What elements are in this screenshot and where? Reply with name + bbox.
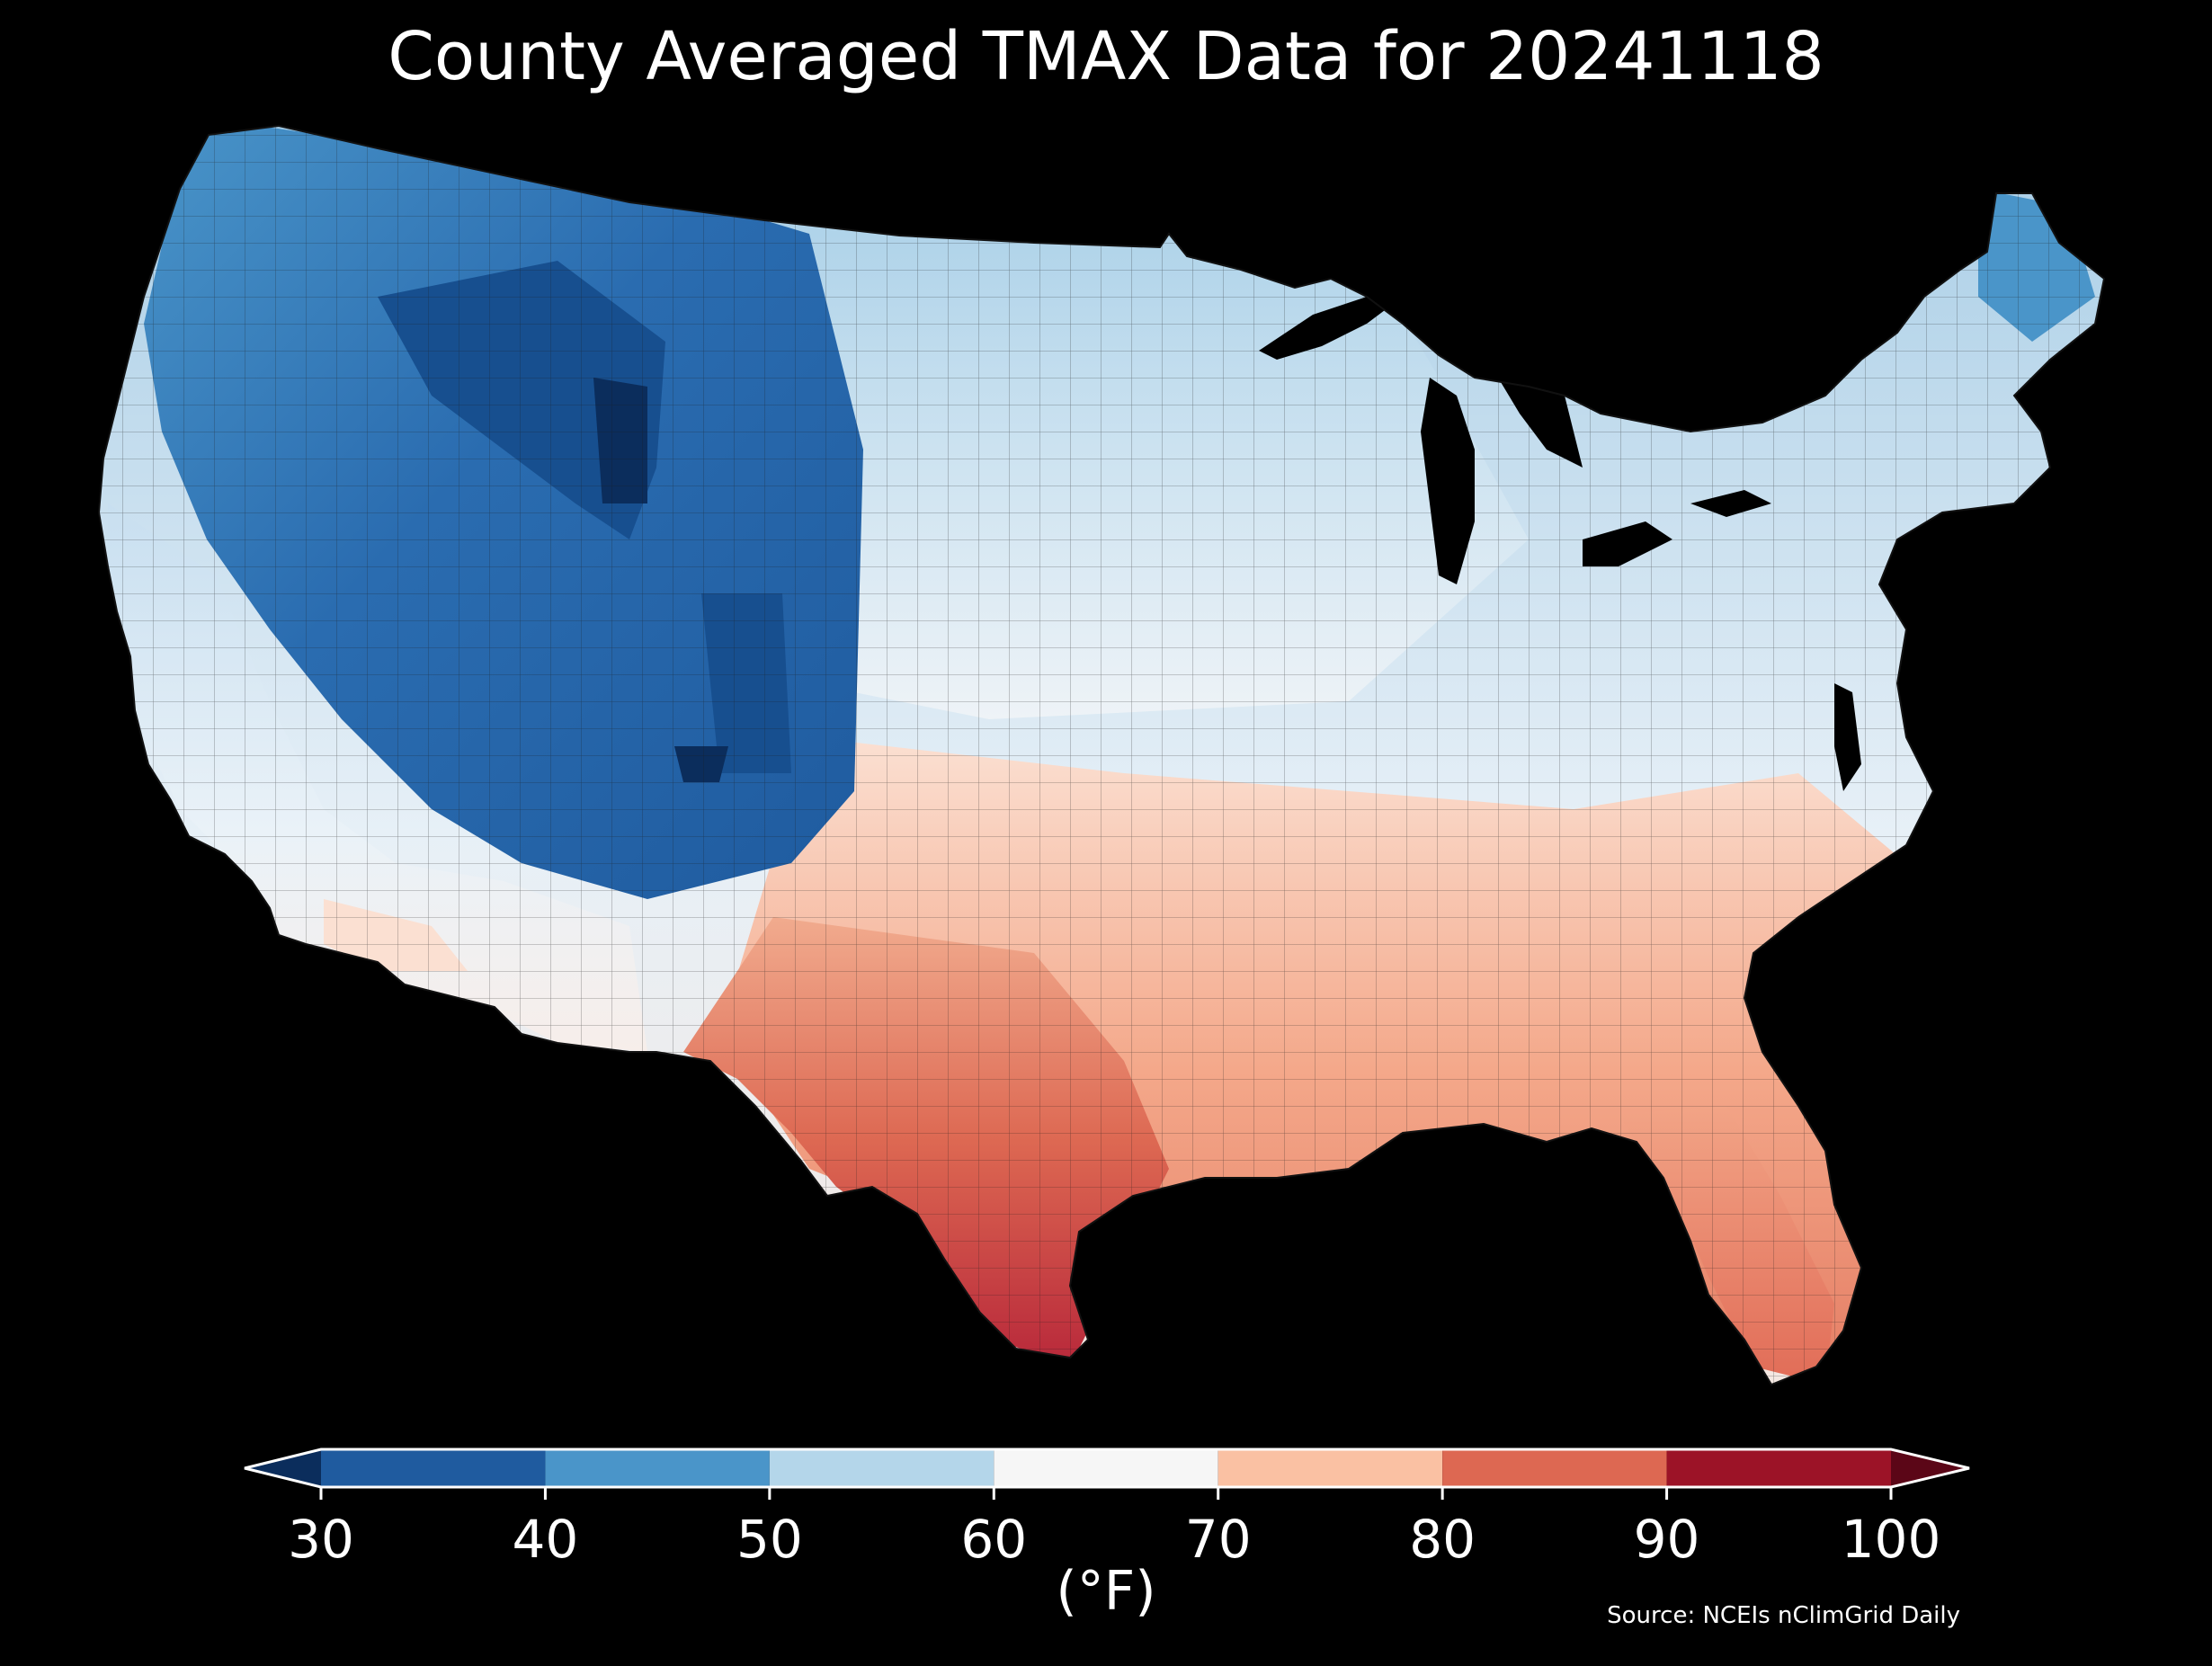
colorbar-bin	[321, 1449, 546, 1487]
colorbar-units: (°F)	[1056, 1560, 1156, 1623]
colorbar-tick-label: 100	[1842, 1509, 1941, 1570]
colorbar-bin	[545, 1449, 770, 1487]
colorbar-tick-label: 70	[1185, 1509, 1252, 1570]
colorbar-bin	[1217, 1449, 1443, 1487]
colorbar-bin	[1442, 1449, 1667, 1487]
lake-huron	[1493, 360, 1583, 468]
colorbar-under-arrow	[245, 1449, 321, 1487]
colorbar-tick-label: 60	[960, 1509, 1027, 1570]
colorbar-tick-label: 30	[288, 1509, 354, 1570]
colorbar-bin	[994, 1449, 1218, 1487]
colorbar-tick-label: 50	[736, 1509, 803, 1570]
source-credit: Source: NCEIs nClimGrid Daily	[1607, 1602, 1960, 1629]
colorbar-tick-label: 80	[1409, 1509, 1476, 1570]
chesapeake-bay	[1834, 683, 1861, 791]
colorbar-tick-label: 40	[513, 1509, 579, 1570]
lake-erie	[1583, 521, 1672, 566]
lake-michigan	[1421, 378, 1475, 584]
colorbar-bin	[1666, 1449, 1891, 1487]
colorbar-bin	[769, 1449, 995, 1487]
lake-superior	[1259, 297, 1403, 360]
colorbar-over-arrow	[1891, 1449, 1969, 1487]
lake-ontario	[1690, 490, 1771, 517]
map-title: County Averaged TMAX Data for 20241118	[388, 18, 1824, 95]
colorbar-tick-label: 90	[1634, 1509, 1700, 1570]
